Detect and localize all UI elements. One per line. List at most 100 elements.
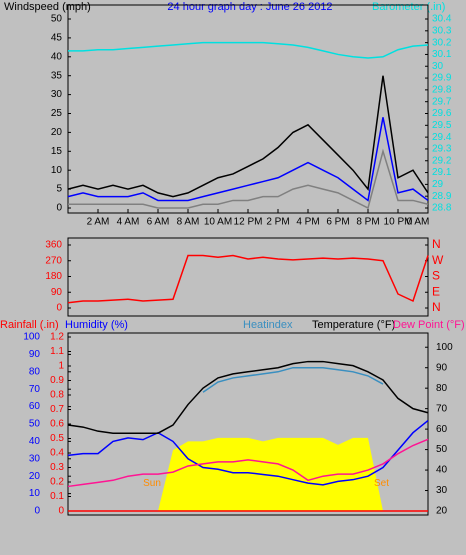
y-tick-label: 5 (56, 184, 62, 195)
y2-tick-label: 90 (436, 362, 448, 373)
y2-tick-label: N (432, 300, 441, 314)
x-tick-label: 4 AM (117, 217, 140, 228)
y2-tick-label: 100 (436, 342, 453, 353)
y-tick-label: 90 (29, 349, 41, 360)
x-tick-label: 12 PM (234, 217, 263, 228)
series-line (68, 148, 429, 210)
x-tick-label: 6 AM (147, 217, 170, 228)
y-tick-label: 40 (51, 51, 63, 62)
y-tick-label: 50 (51, 14, 63, 25)
y2-tick-label: 70 (436, 403, 448, 414)
y2-tick-label: 29.2 (432, 155, 452, 166)
y2-tick-label: 29.7 (432, 96, 452, 107)
y-tick-label: 270 (45, 255, 62, 266)
y2-tick-label: 29 (432, 179, 444, 190)
y3-tick-label: 0.2 (50, 477, 64, 488)
y-tick-label: 10 (51, 165, 63, 176)
y-tick-label: 70 (29, 384, 41, 395)
y2-tick-label: 29.9 (432, 73, 452, 84)
y2-tick-label: 29.4 (432, 132, 452, 143)
y-tick-label: 0 (56, 303, 62, 314)
chart-title: 24 hour graph day : June 26 2012 (167, 1, 332, 13)
legend-entry: Humidity (%) (65, 319, 128, 331)
x-tick-label: 8 AM (177, 217, 200, 228)
y2-tick-label: 30 (432, 61, 444, 72)
y2-tick-label: 50 (436, 444, 448, 455)
y3-tick-label: 1.1 (50, 346, 64, 357)
y2-tick-label: 29.3 (432, 144, 452, 155)
y2-tick-label: W (432, 253, 444, 267)
legend-entry: Dew Point (°F) (393, 319, 465, 331)
annotation: Set (374, 478, 389, 489)
x-tick-label: 4 PM (296, 217, 319, 228)
legend-entry: Rainfall (.in) (0, 319, 59, 331)
y2-tick-label: 40 (436, 465, 448, 476)
y2-tick-label: 28.8 (432, 203, 452, 214)
y2-tick-label: 30.1 (432, 49, 452, 60)
series-line (67, 360, 429, 434)
y-tick-label: 25 (51, 108, 63, 119)
y-tick-label: 20 (29, 471, 41, 482)
plot-frame (67, 237, 429, 317)
y-tick-label: 15 (51, 146, 63, 157)
y-tick-label: 80 (29, 366, 41, 377)
legend-entry: Heatindex (243, 319, 293, 331)
y2-tick-label: 29.1 (432, 167, 452, 178)
y2-tick-label: 30.3 (432, 25, 452, 36)
x-tick-label: 10 PM (384, 217, 413, 228)
y-tick-label: 35 (51, 70, 63, 81)
series-line (67, 438, 429, 488)
y-tick-label: 45 (51, 33, 63, 44)
y-tick-label: 60 (29, 401, 41, 412)
area (68, 437, 428, 511)
y2-tick-label: 30.4 (432, 14, 452, 25)
y2-tick-label: E (432, 284, 440, 298)
series-line (68, 41, 429, 59)
y-tick-label: 30 (51, 89, 63, 100)
x-tick-label: 2 AM (87, 217, 110, 228)
wind-axis-title: Windspeed (mph) (4, 1, 91, 13)
y3-tick-label: 0.1 (50, 491, 64, 502)
y-tick-label: 90 (51, 287, 63, 298)
y-tick-label: 40 (29, 436, 41, 447)
y3-tick-label: 1 (58, 361, 64, 372)
y-tick-label: 20 (51, 127, 63, 138)
legend-entry: Temperature (°F) (312, 319, 395, 331)
series-line (67, 117, 429, 202)
x-tick-label: 6 PM (326, 217, 349, 228)
y3-tick-label: 0.4 (50, 448, 64, 459)
y-tick-label: 0 (56, 203, 62, 214)
y3-tick-label: 0.9 (50, 375, 64, 386)
y2-tick-label: 60 (436, 424, 448, 435)
y2-tick-label: 20 (436, 506, 448, 517)
annotation: Sun (143, 478, 161, 489)
y2-tick-label: 80 (436, 383, 448, 394)
plot-frame (67, 4, 429, 214)
y2-tick-label: 29.8 (432, 85, 452, 96)
y3-tick-label: 1.2 (50, 332, 64, 343)
x-tick-label: 2 PM (266, 217, 289, 228)
y2-tick-label: 30.2 (432, 37, 452, 48)
x-tick-label: 10 AM (204, 217, 232, 228)
y-tick-label: 30 (29, 453, 41, 464)
y3-tick-label: 0.8 (50, 390, 64, 401)
y-tick-label: 50 (29, 419, 41, 430)
series-line (202, 366, 384, 393)
y-tick-label: 100 (23, 332, 40, 343)
series-line (67, 419, 429, 486)
y3-tick-label: 0.5 (50, 433, 64, 444)
x-tick-label: 0 AM (407, 217, 430, 228)
y2-tick-label: N (432, 237, 441, 251)
barometer-axis-title: Barometer (.in) (372, 1, 445, 13)
y3-tick-label: 0.6 (50, 419, 64, 430)
series-line (67, 254, 429, 304)
y-tick-label: 10 (29, 488, 41, 499)
y2-tick-label: 28.9 (432, 191, 452, 202)
y3-tick-label: 0.7 (50, 404, 64, 415)
y2-tick-label: 29.5 (432, 120, 452, 131)
y3-tick-label: 0.3 (50, 462, 64, 473)
y-tick-label: 0 (34, 506, 40, 517)
x-tick-label: 8 PM (356, 217, 379, 228)
y2-tick-label: 29.6 (432, 108, 452, 119)
